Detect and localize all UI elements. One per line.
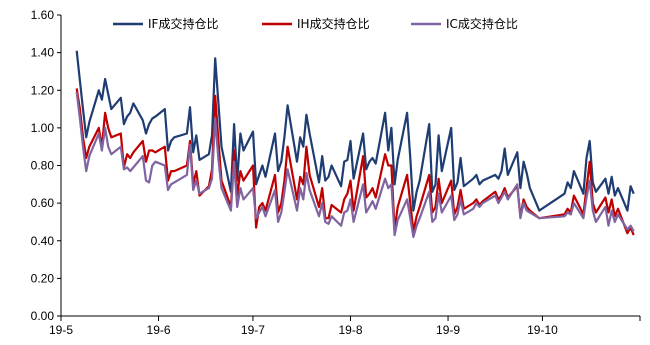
x-axis-ticks: 19-5 19-6 19-7 19-8 19-9 19-10	[49, 316, 641, 337]
x-tick-label: 19-6	[147, 323, 171, 337]
y-tick-label: 0.40	[31, 234, 55, 248]
legend-label: IF成交持仓比	[148, 16, 218, 31]
y-tick-label: 1.60	[31, 8, 55, 22]
x-tick-label: 19-5	[49, 323, 73, 337]
y-tick-label: 1.20	[31, 83, 55, 97]
y-tick-label: 0.00	[31, 309, 55, 323]
series-line-1	[75, 50, 635, 212]
x-tick-label: 19-8	[338, 323, 362, 337]
legend: IF成交持仓比 IH成交持仓比 IC成交持仓比	[113, 16, 518, 31]
y-tick-label: 0.20	[31, 271, 55, 285]
y-tick-label: 0.60	[31, 196, 55, 210]
x-tick-label: 19-7	[241, 323, 265, 337]
y-tick-label: 0.80	[31, 159, 55, 173]
series-line-3	[75, 91, 635, 239]
axes	[60, 15, 640, 317]
legend-label: IH成交持仓比	[297, 16, 370, 31]
series-line-2	[75, 88, 635, 236]
x-tick-label: 19-9	[436, 323, 460, 337]
x-tick-label: 19-10	[527, 323, 558, 337]
y-tick-label: 1.00	[31, 121, 55, 135]
legend-label: IC成交持仓比	[446, 16, 518, 31]
series-layer	[75, 50, 635, 239]
y-axis-ticks: 0.00 0.20 0.40 0.60 0.80 1.00 1.20 1.40 1.60	[31, 8, 61, 323]
y-tick-label: 1.40	[31, 46, 55, 60]
